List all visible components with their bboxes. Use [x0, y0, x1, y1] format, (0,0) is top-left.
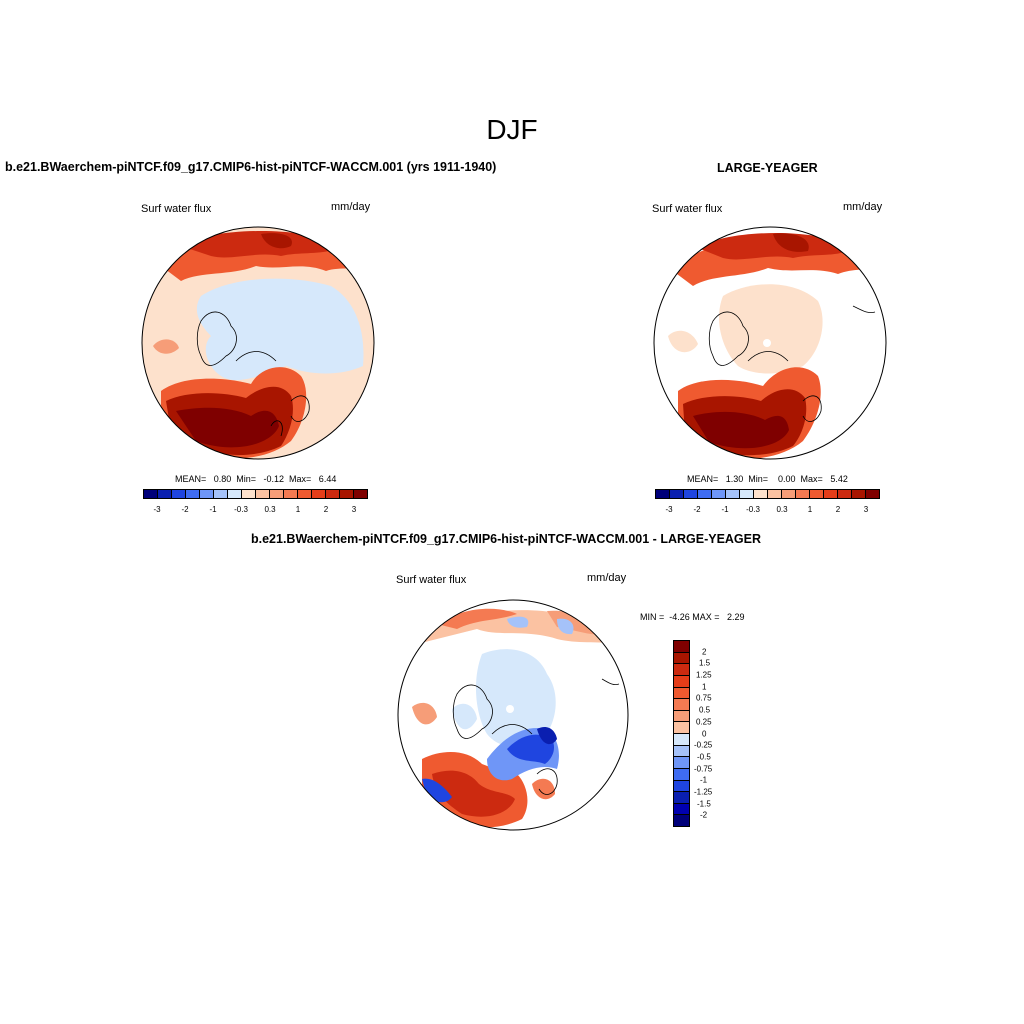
panel-2-polar-map	[653, 226, 887, 460]
panel-2-variable-label: Surf water flux	[652, 203, 723, 215]
panel-1-colorbar-ticks: -3 -2 -1 -0.3 0.3 1 2 3	[143, 505, 368, 517]
panel-3-units-label: mm/day	[587, 572, 627, 584]
colorbar-tick: 2	[323, 505, 329, 514]
colorbar-tick: 1.5	[699, 658, 711, 668]
panel-3-stats: MIN = -4.26 MAX = 2.29	[640, 612, 745, 622]
colorbar-tick: -2	[693, 505, 701, 514]
colorbar-tick: -0.5	[697, 752, 711, 762]
colorbar-tick: -1	[721, 505, 729, 514]
colorbar-tick: -3	[665, 505, 673, 514]
colorbar-tick: -1	[209, 505, 217, 514]
panel-1-units-label: mm/day	[331, 201, 371, 213]
panel-1-variable-label: Surf water flux	[141, 203, 212, 215]
colorbar-tick: 1.25	[696, 670, 712, 680]
colorbar-tick: -2	[181, 505, 189, 514]
panel-3-colorbar-ticks: 2 1.5 1.25 1 0.75 0.5 0.25 0 -0.25 -0.5 …	[694, 640, 734, 827]
colorbar-tick: 1	[702, 682, 707, 692]
colorbar-tick: 2	[835, 505, 841, 514]
colorbar-tick: 0.3	[776, 505, 788, 514]
panel-1-title: b.e21.BWaerchem-piNTCF.f09_g17.CMIP6-his…	[5, 160, 497, 174]
panel-1-polar-map	[141, 226, 375, 460]
panel-3-colorbar	[673, 640, 690, 827]
colorbar-tick: -0.3	[234, 505, 248, 514]
colorbar-tick: 2	[702, 647, 707, 657]
panel-2-colorbar-ticks: -3 -2 -1 -0.3 0.3 1 2 3	[655, 505, 880, 517]
panel-2-units-label: mm/day	[843, 201, 883, 213]
panel-1-stats: MEAN= 0.80 Min= -0.12 Max= 6.44	[175, 474, 337, 484]
panel-2-stats: MEAN= 1.30 Min= 0.00 Max= 5.42	[687, 474, 848, 484]
colorbar-tick: 3	[863, 505, 869, 514]
colorbar-tick: -2	[700, 810, 708, 820]
colorbar-tick: 0.3	[264, 505, 276, 514]
colorbar-tick: -3	[153, 505, 161, 514]
panel-3-title: b.e21.BWaerchem-piNTCF.f09_g17.CMIP6-his…	[251, 532, 762, 546]
panel-3-variable-label: Surf water flux	[396, 574, 467, 586]
main-title: DJF	[486, 114, 538, 145]
colorbar-tick: 0	[702, 729, 707, 738]
colorbar-tick: 1	[807, 505, 813, 514]
colorbar-tick: -1.5	[697, 799, 711, 809]
colorbar-tick: -1	[700, 775, 708, 785]
colorbar-tick: 1	[295, 505, 301, 514]
panel-2-colorbar	[655, 489, 880, 499]
panel-3-polar-map	[397, 599, 629, 831]
panel-2-title: LARGE-YEAGER	[717, 161, 818, 175]
colorbar-tick: -0.3	[746, 505, 760, 514]
colorbar-tick: -0.25	[694, 740, 713, 750]
colorbar-tick: -1.25	[694, 787, 713, 797]
panel-1-colorbar	[143, 489, 368, 499]
colorbar-tick: 0.5	[699, 705, 711, 715]
colorbar-tick: 0.25	[696, 717, 712, 727]
colorbar-tick: -0.75	[694, 764, 713, 774]
colorbar-tick: 0.75	[696, 693, 712, 703]
colorbar-tick: 3	[351, 505, 357, 514]
